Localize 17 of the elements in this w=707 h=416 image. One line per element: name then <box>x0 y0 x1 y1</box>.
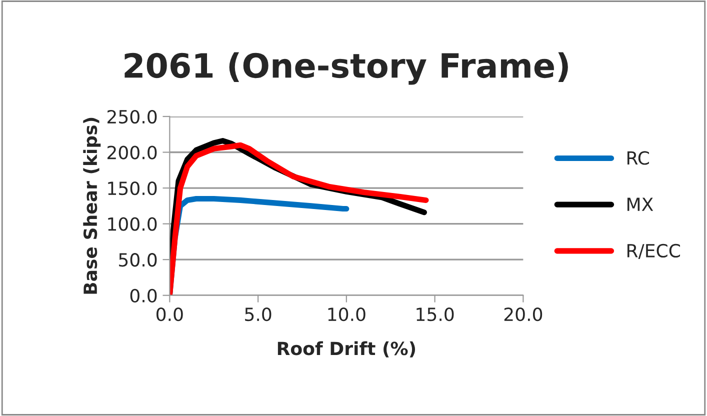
chart-title: 2061 (One-story Frame) <box>124 52 568 85</box>
x-tick-label: 0.0 <box>156 307 183 322</box>
x-tick-label: 5.0 <box>245 307 272 322</box>
y-tick-label: 150.0 <box>108 181 157 196</box>
y-tick-label: 200.0 <box>108 146 157 160</box>
x-tick-label: 20.0 <box>504 307 542 322</box>
x-axis-title: Roof Drift (%) <box>278 341 416 358</box>
y-tick-label: 100.0 <box>108 217 157 231</box>
y-tick-label: 250.0 <box>108 110 157 124</box>
legend-label: MX <box>627 198 654 211</box>
y-tick-label: 0.0 <box>130 288 157 302</box>
legend-label: R/ECC <box>627 244 680 259</box>
legend-label: RC <box>627 151 649 165</box>
x-tick-label: 10.0 <box>328 307 366 322</box>
x-tick-label: 15.0 <box>416 307 454 322</box>
y-axis-title: Base Shear (kips) <box>83 118 101 294</box>
y-tick-label: 50.0 <box>119 253 157 267</box>
